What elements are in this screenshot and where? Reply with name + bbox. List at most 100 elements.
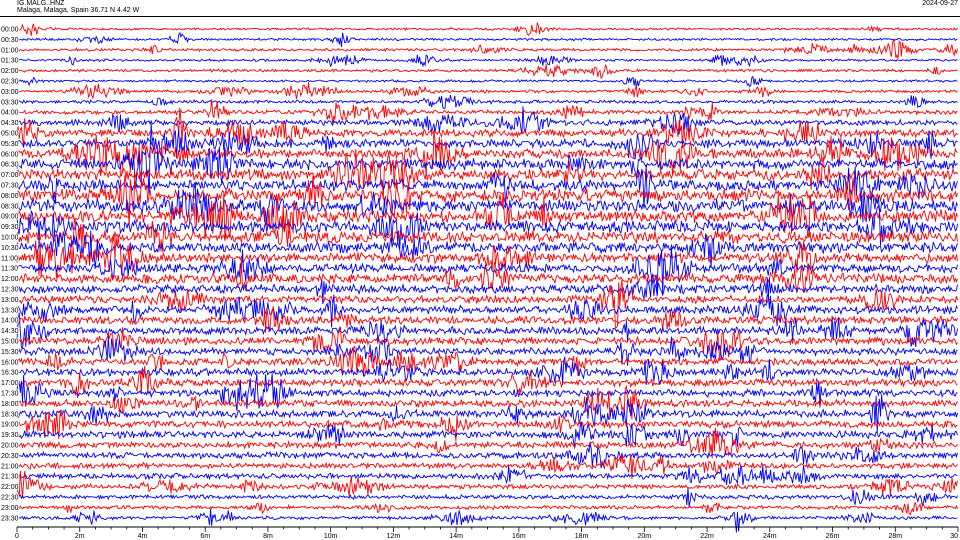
row-label: 16:30 <box>1 370 19 377</box>
row-label: 15:00 <box>1 339 19 346</box>
trace-row-1930 <box>16 421 958 447</box>
row-label: 04:00 <box>1 110 19 117</box>
row-label: 05:00 <box>1 131 19 138</box>
row-label: 06:00 <box>1 151 19 158</box>
trace-row-1230 <box>16 276 958 305</box>
x-tick-label: 28m <box>888 533 902 540</box>
row-label: 00:30 <box>1 37 19 44</box>
trace-row-0730 <box>16 164 958 209</box>
trace-row-0100 <box>16 39 958 59</box>
trace-row-0600 <box>16 130 958 177</box>
row-label: 07:00 <box>1 172 19 179</box>
row-label: 13:00 <box>1 297 19 304</box>
x-tick-label: 0 <box>15 533 19 540</box>
row-label: 12:30 <box>1 287 19 294</box>
row-label: 22:00 <box>1 484 19 491</box>
row-label: 07:30 <box>1 183 19 190</box>
x-tick-label: 26m <box>826 533 840 540</box>
trace-row-2130 <box>16 465 958 486</box>
x-tick-label: 12m <box>387 533 401 540</box>
row-label: 18:30 <box>1 411 19 418</box>
x-tick-label: 4m <box>138 533 148 540</box>
trace-row-1830 <box>16 394 958 433</box>
row-label: 11:30 <box>1 266 18 273</box>
row-label: 14:30 <box>1 328 19 335</box>
trace-row-0000 <box>16 22 958 37</box>
row-label: 11:00 <box>1 255 18 262</box>
row-label: 03:30 <box>1 99 19 106</box>
station-label: IG.MALG..HNZ <box>17 0 65 7</box>
row-label: 06:30 <box>1 162 19 169</box>
row-label: 09:30 <box>1 224 19 231</box>
x-tick-label: 6m <box>200 533 210 540</box>
x-tick-label: 24m <box>763 533 777 540</box>
trace-row-1800 <box>16 384 958 420</box>
trace-row-2330 <box>16 508 958 533</box>
trace-row-1100 <box>16 233 958 279</box>
trace-row-2300 <box>16 502 958 516</box>
trace-row-0300 <box>16 82 958 100</box>
row-label: 20:30 <box>1 453 19 460</box>
trace-row-1330 <box>16 293 958 328</box>
row-label: 04:30 <box>1 120 19 127</box>
row-label: 05:30 <box>1 141 19 148</box>
row-label: 22:30 <box>1 495 19 502</box>
x-tick-label: 2m <box>75 533 85 540</box>
trace-row-1730 <box>16 373 958 411</box>
trace-row-2100 <box>16 453 958 479</box>
row-label: 10:00 <box>1 235 19 242</box>
trace-row-0800 <box>16 175 958 227</box>
x-tick-label: 16m <box>512 533 526 540</box>
trace-row-1900 <box>16 409 958 441</box>
x-axis: 0 2m 4m 6m 8m 10m 12m 14m 16m 18m 20m 22m 24m 26m 28m 3… <box>15 526 959 540</box>
trace-row-2030 <box>16 443 958 469</box>
trace-row-0030 <box>16 31 958 48</box>
trace-row-0130 <box>16 53 958 68</box>
row-label: 23:30 <box>1 515 19 522</box>
trace-group <box>16 22 958 533</box>
trace-row-0230 <box>16 75 958 89</box>
trace-row-0700 <box>16 148 958 199</box>
row-label: 00:00 <box>1 27 19 34</box>
trace-row-1500 <box>16 326 958 362</box>
row-label: 14:00 <box>1 318 19 325</box>
x-tick-label: 10m <box>324 533 338 540</box>
row-label: 10:30 <box>1 245 19 252</box>
trace-row-0530 <box>16 129 958 160</box>
trace-row-1430 <box>16 312 958 350</box>
row-label: 19:30 <box>1 432 19 439</box>
trace-row-0930 <box>16 204 958 249</box>
row-label: 23:00 <box>1 505 19 512</box>
trace-row-2230 <box>16 487 958 507</box>
row-label: 16:00 <box>1 359 19 366</box>
trace-row-1530 <box>16 336 958 366</box>
trace-row-1200 <box>16 259 958 293</box>
row-label: 08:00 <box>1 193 19 200</box>
row-label: 19:00 <box>1 422 19 429</box>
row-label: 09:00 <box>1 214 19 221</box>
row-label: 21:30 <box>1 474 19 481</box>
trace-row-0330 <box>16 94 958 109</box>
row-label: 21:00 <box>1 463 19 470</box>
row-label: 12:00 <box>1 276 19 283</box>
x-tick-label: 30 <box>950 533 958 540</box>
trace-row-0500 <box>16 107 958 149</box>
trace-row-1700 <box>16 366 958 398</box>
trace-row-1400 <box>16 306 958 333</box>
row-label: 20:00 <box>1 443 19 450</box>
x-tick-label: 22m <box>700 533 714 540</box>
row-label: 03:00 <box>1 89 19 96</box>
trace-row-1000 <box>16 210 958 253</box>
row-label: 13:30 <box>1 307 19 314</box>
row-label: 17:30 <box>1 391 19 398</box>
trace-row-0400 <box>16 99 958 124</box>
row-label: 02:30 <box>1 79 19 86</box>
row-label: 17:00 <box>1 380 19 387</box>
row-label: 15:30 <box>1 349 19 356</box>
plot-header: IG.MALG..HNZ Malaga, Malaga, Spain 36.71… <box>0 0 960 17</box>
row-label: 08:30 <box>1 203 19 210</box>
date-label: 2024-09-27 <box>922 0 958 7</box>
row-label: 02:00 <box>1 68 19 75</box>
x-tick-label: 18m <box>575 533 589 540</box>
x-tick-label: 14m <box>449 533 463 540</box>
